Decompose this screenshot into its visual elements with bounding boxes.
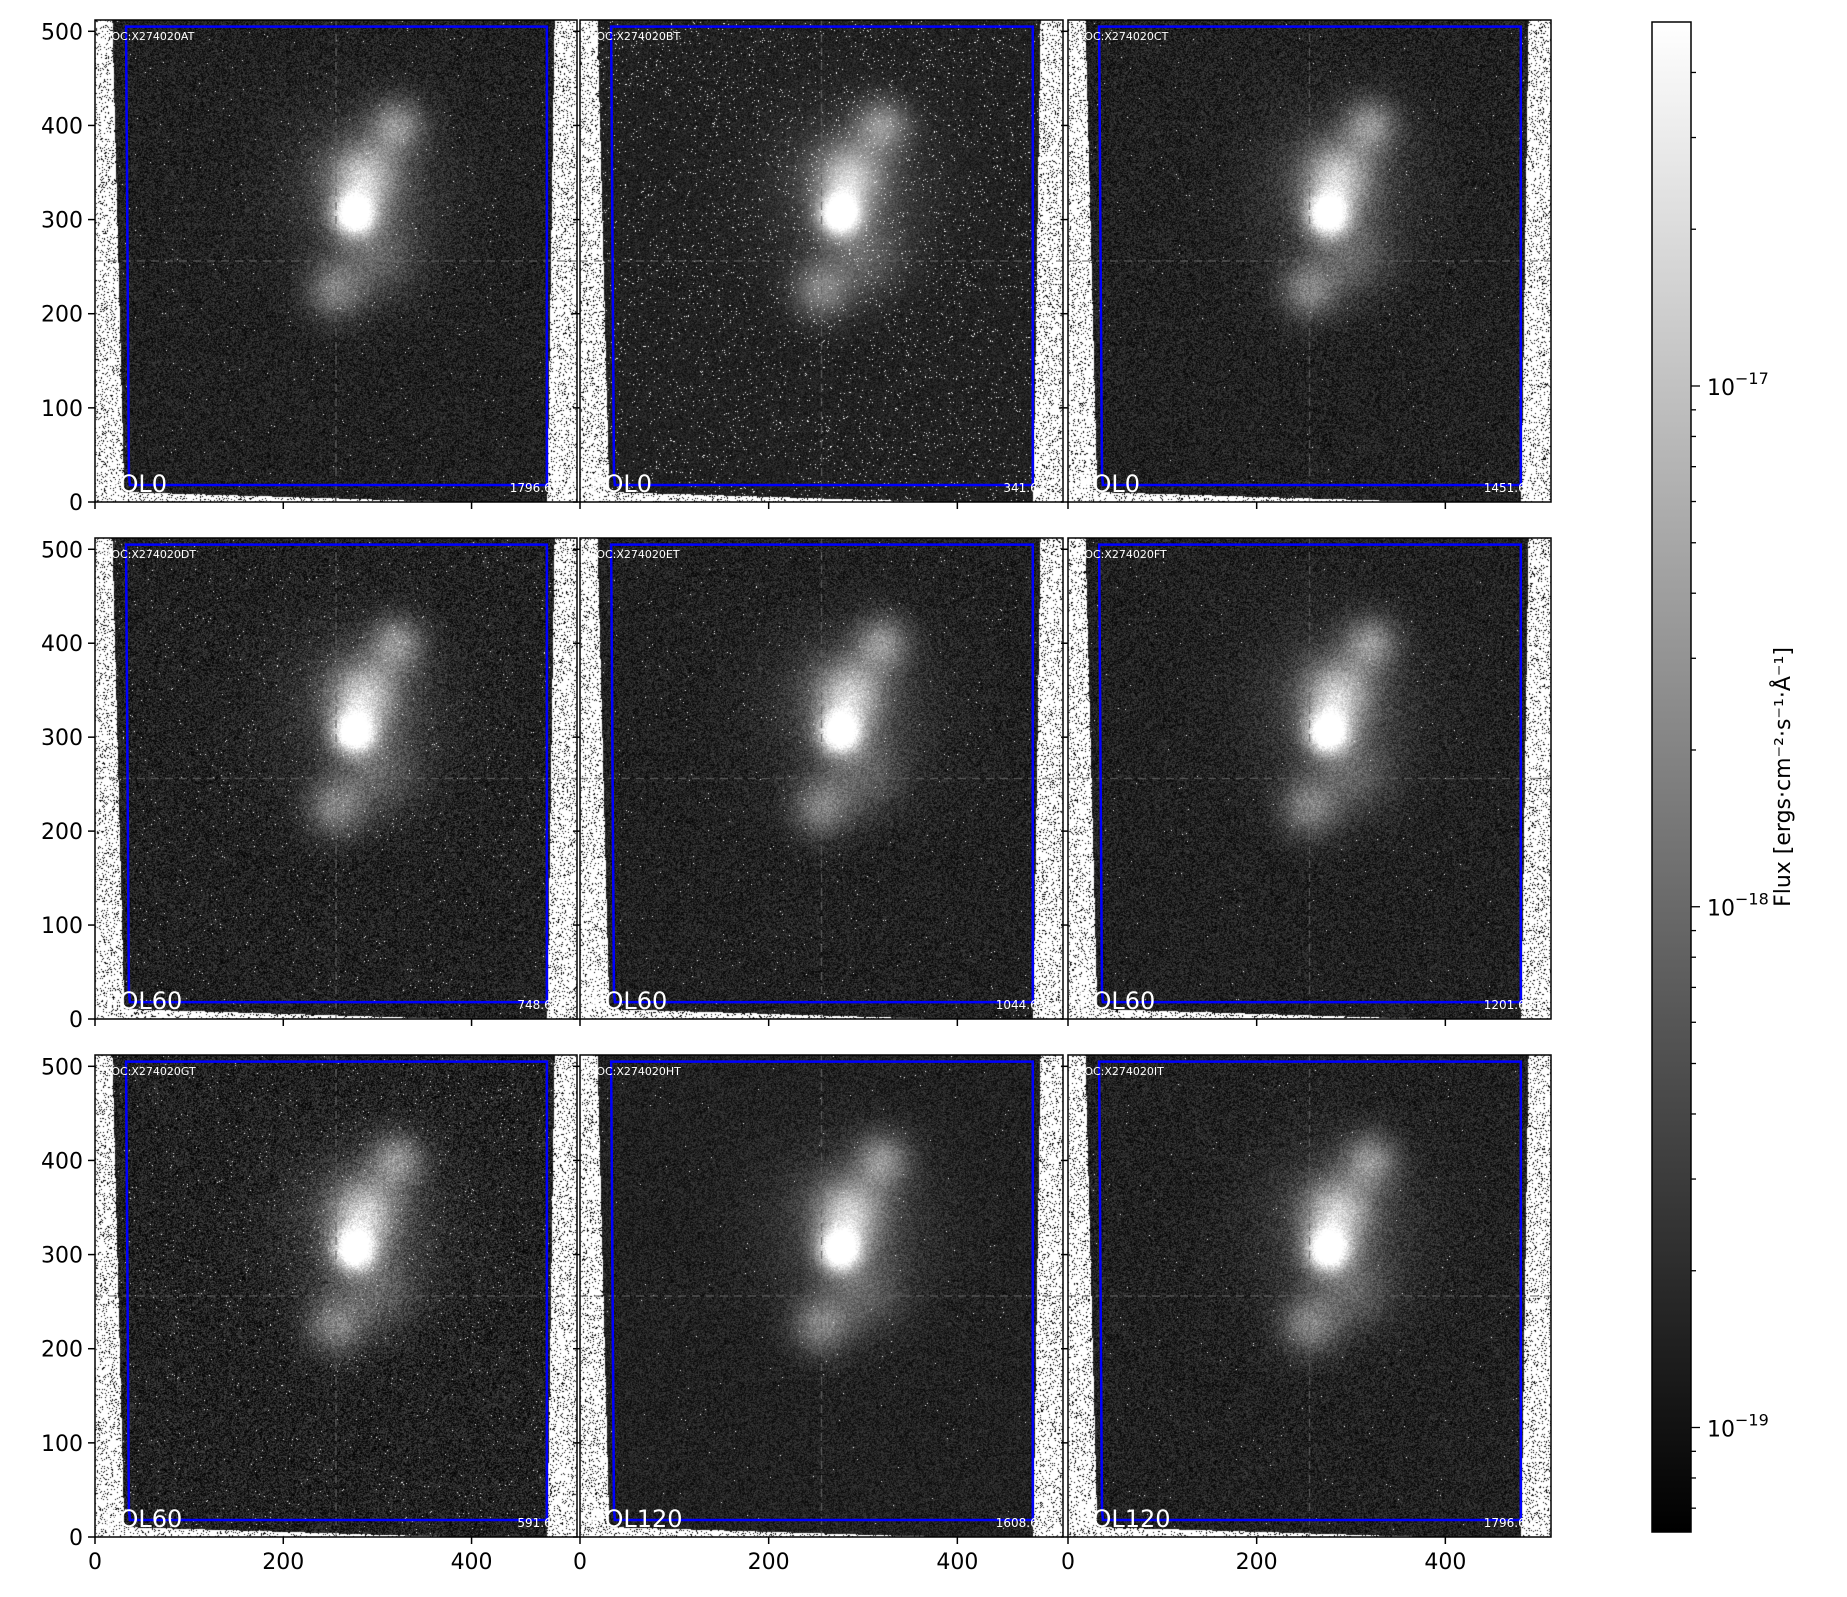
x-tick-label: 200 — [748, 1550, 790, 1575]
colorbar-tick-base: 10 — [1707, 1418, 1735, 1443]
panel-frame — [1067, 19, 1552, 503]
colorbar-label: Flux [ergs·cm⁻²·s⁻¹·Å⁻¹] — [1769, 647, 1796, 907]
colorbar-tick-label: 10−17 — [1707, 369, 1769, 401]
colorbar-tick-label: 10−19 — [1707, 1411, 1769, 1443]
y-tick-label: 100 — [41, 1432, 83, 1457]
valid-region-outline — [1097, 543, 1523, 1004]
panel-filter-label: POL60 — [105, 1505, 182, 1533]
colorbar-tick-exponent: −19 — [1735, 1411, 1769, 1430]
valid-region-outline — [124, 1060, 549, 1522]
panel-title: FOC:X274020DT — [105, 548, 196, 561]
panel-exposure: 1201.625 — [1484, 998, 1541, 1012]
y-tick-label: 300 — [41, 209, 83, 234]
x-tick-label: 0 — [88, 1550, 102, 1575]
panel-filter-label: POL0 — [1078, 470, 1140, 498]
y-tick-label: 500 — [41, 1055, 83, 1080]
y-tick-label: 300 — [41, 1244, 83, 1269]
y-tick-label: 100 — [41, 397, 83, 422]
y-tick-label: 500 — [41, 538, 83, 563]
x-tick-label: 0 — [573, 1550, 587, 1575]
panel-exposure: 748.625 — [517, 998, 567, 1012]
panel-exposure: 591.625 — [517, 1516, 567, 1530]
y-tick-label: 200 — [41, 1338, 83, 1363]
colorbar — [1651, 21, 1692, 1533]
panel-exposure: 341.625 — [1003, 481, 1053, 495]
panel-title: FOC:X274020FT — [1078, 548, 1167, 561]
colorbar-tick-base: 10 — [1707, 897, 1735, 922]
y-tick-label: 400 — [41, 114, 83, 139]
colorbar-tick-base: 10 — [1707, 376, 1735, 401]
y-tick-label: 0 — [69, 491, 83, 516]
colorbar-tick-label: 10−18 — [1707, 890, 1769, 922]
panel-exposure: 1608.625 — [996, 1516, 1053, 1530]
y-tick-label: 400 — [41, 632, 83, 657]
x-tick-label: 200 — [262, 1550, 304, 1575]
panel-filter-label: POL120 — [590, 1505, 683, 1533]
panel-filter-label: POL60 — [105, 987, 182, 1015]
panel-title: FOC:X274020ET — [590, 548, 680, 561]
y-tick-label: 100 — [41, 914, 83, 939]
panel-filter-label: POL60 — [590, 987, 667, 1015]
valid-region-outline — [1097, 1060, 1523, 1522]
panel-title: FOC:X274020CT — [1078, 30, 1169, 43]
panel-filter-label: POL60 — [1078, 987, 1155, 1015]
panel-title: FOC:X274020IT — [1078, 1065, 1164, 1078]
x-tick-label: 400 — [451, 1550, 493, 1575]
valid-region-outline — [124, 25, 549, 487]
y-tick-label: 0 — [69, 1008, 83, 1033]
y-tick-label: 200 — [41, 303, 83, 328]
panel-filter-label: POL120 — [1078, 1505, 1171, 1533]
y-tick-label: 200 — [41, 820, 83, 845]
panel-frame — [94, 537, 578, 1020]
colorbar-tick-exponent: −17 — [1735, 369, 1769, 388]
y-tick-label: 400 — [41, 1149, 83, 1174]
panel-frame — [94, 19, 578, 503]
panel-frame — [579, 1054, 1064, 1538]
panel-frame — [579, 19, 1064, 503]
valid-region-outline — [609, 543, 1035, 1004]
valid-region-outline — [1097, 25, 1523, 487]
x-tick-label: 200 — [1236, 1550, 1278, 1575]
valid-region-outline — [609, 25, 1035, 487]
panel-exposure: 1796.625 — [1484, 1516, 1541, 1530]
panel-title: FOC:X274020GT — [105, 1065, 196, 1078]
panel-frame — [1067, 537, 1552, 1020]
colorbar-tick-exponent: −18 — [1735, 890, 1769, 909]
valid-region-outline — [609, 1060, 1035, 1522]
panel-frame — [1067, 1054, 1552, 1538]
panel-title: FOC:X274020AT — [105, 30, 195, 43]
x-tick-label: 0 — [1061, 1550, 1075, 1575]
y-tick-label: 0 — [69, 1526, 83, 1551]
panel-frame — [94, 1054, 578, 1538]
panel-filter-label: POL0 — [105, 470, 167, 498]
panel-exposure: 1044.625 — [996, 998, 1053, 1012]
y-tick-label: 500 — [41, 20, 83, 45]
panel-exposure: 1451.625 — [1484, 481, 1541, 495]
panel-title: FOC:X274020HT — [590, 1065, 681, 1078]
panel-exposure: 1796.625 — [510, 481, 567, 495]
panel-title: FOC:X274020BT — [590, 30, 680, 43]
x-tick-label: 400 — [936, 1550, 978, 1575]
y-tick-label: 300 — [41, 726, 83, 751]
x-tick-label: 400 — [1424, 1550, 1466, 1575]
valid-region-outline — [124, 543, 549, 1004]
panel-filter-label: POL0 — [590, 470, 652, 498]
panel-frame — [579, 537, 1064, 1020]
